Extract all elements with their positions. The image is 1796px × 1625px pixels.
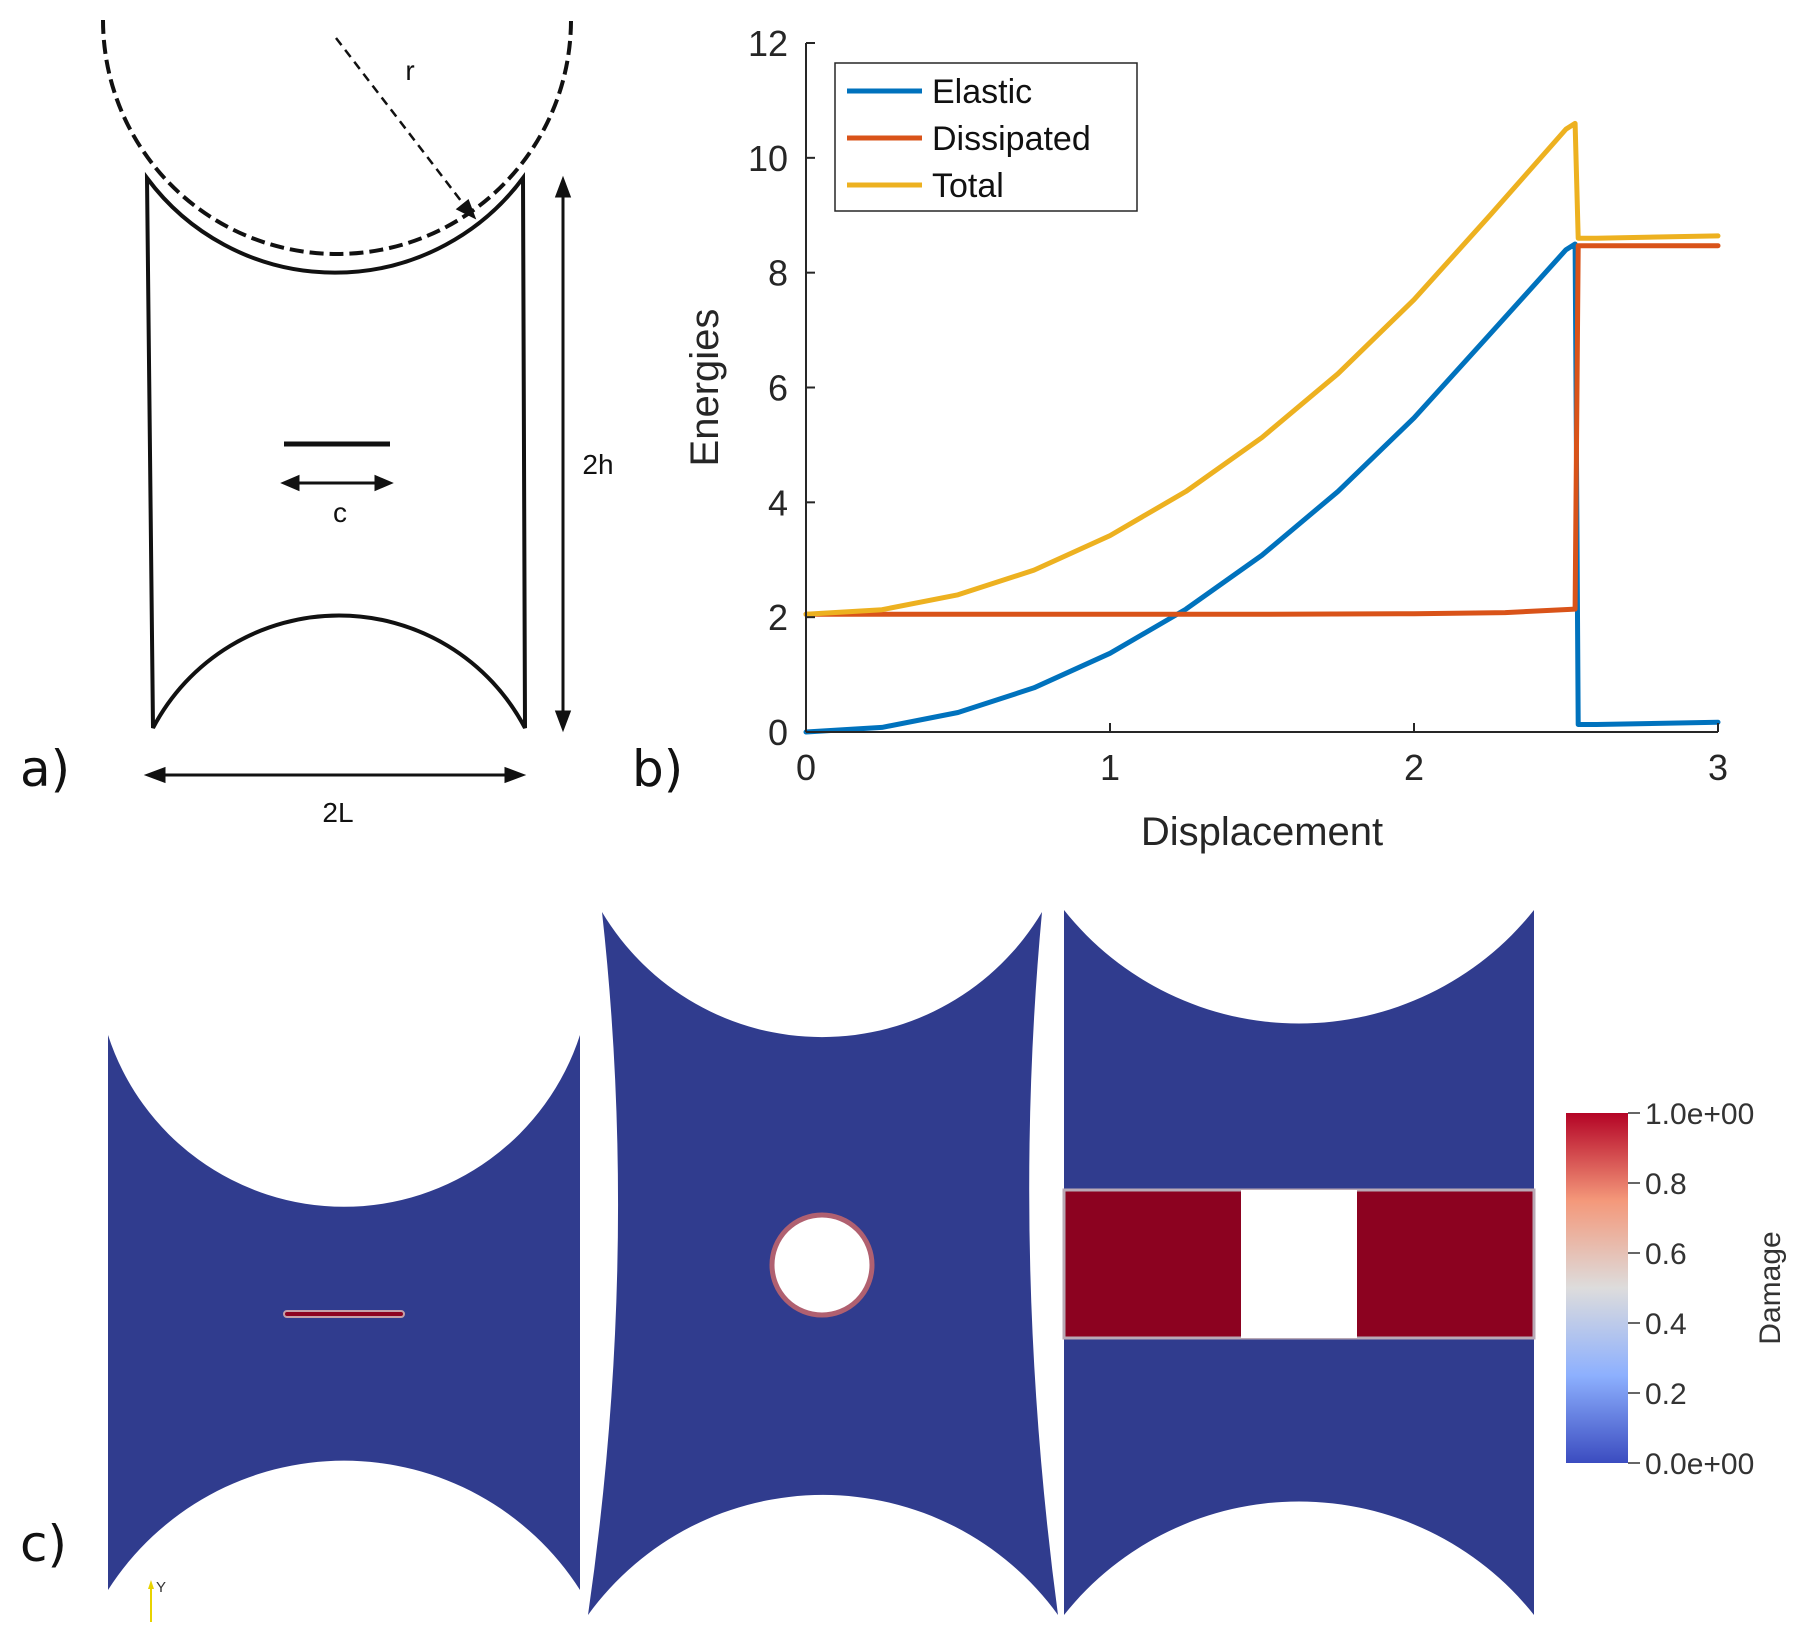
y-tick-label: 10	[748, 138, 788, 179]
y-axis-label: Energies	[683, 309, 727, 467]
legend-label: Dissipated	[932, 120, 1091, 158]
y-axis-glyph: Y	[148, 1579, 166, 1622]
x-tick-label: 1	[1100, 747, 1120, 788]
colorbar-tick-label: 0.2	[1645, 1378, 1687, 1411]
x-tick-label: 0	[796, 747, 816, 788]
x-tick-label: 3	[1708, 747, 1728, 788]
l-dimension-arrow	[143, 766, 527, 784]
crack-opening-snapshot-2	[769, 1212, 875, 1318]
colorbar-tick-label: 0.8	[1645, 1168, 1687, 1201]
legend: Elastic Dissipated Total	[834, 62, 1138, 212]
specimen-outline	[144, 171, 527, 729]
l-label: 2L	[322, 797, 353, 828]
colorbar-tick-label: 0.0e+00	[1645, 1448, 1754, 1481]
y-tick-label: 12	[748, 23, 788, 64]
panel-b-label: b)	[632, 740, 684, 798]
legend-label: Elastic	[932, 73, 1032, 111]
y-tick-label: 8	[768, 253, 788, 294]
geometry-schematic: c r 2h 2L	[101, 19, 614, 828]
crack-gap-snapshot-3	[1241, 1190, 1357, 1338]
series-layer	[803, 120, 1721, 735]
series-line-dissipated	[803, 243, 1721, 617]
c-label: c	[333, 497, 347, 528]
x-axis-label: Displacement	[1141, 810, 1383, 854]
svg-text:Y: Y	[156, 1579, 166, 1596]
r-dimension-arrow	[335, 37, 477, 220]
x-tick-label: 2	[1404, 747, 1424, 788]
r-label: r	[405, 55, 414, 86]
y-tick-label: 4	[768, 482, 788, 523]
c-dimension-arrow	[280, 474, 394, 492]
colorbar-tick-label: 0.6	[1645, 1238, 1687, 1271]
y-tick-label: 0	[768, 712, 788, 753]
dashed-circle-arc	[101, 19, 573, 256]
h-dimension-arrow	[554, 175, 572, 733]
y-tick-label: 6	[768, 368, 788, 409]
colorbar-tick-label: 1.0e+00	[1645, 1098, 1754, 1131]
y-tick-label: 2	[768, 597, 788, 638]
colorbar	[1566, 1113, 1628, 1463]
colorbar-title: Damage	[1754, 1231, 1787, 1344]
series-line-total	[803, 120, 1721, 617]
colorbar-tick-label: 0.4	[1645, 1308, 1687, 1341]
legend-label: Total	[932, 167, 1004, 205]
crack-snapshot-1	[283, 1310, 405, 1318]
h-label: 2h	[582, 449, 613, 480]
panel-c-label: c)	[20, 1515, 67, 1573]
colorbar-ticks: 1.0e+00 0.8 0.6 0.4 0.2 0.0e+00	[1628, 1098, 1754, 1481]
panel-a-label: a)	[20, 740, 71, 798]
